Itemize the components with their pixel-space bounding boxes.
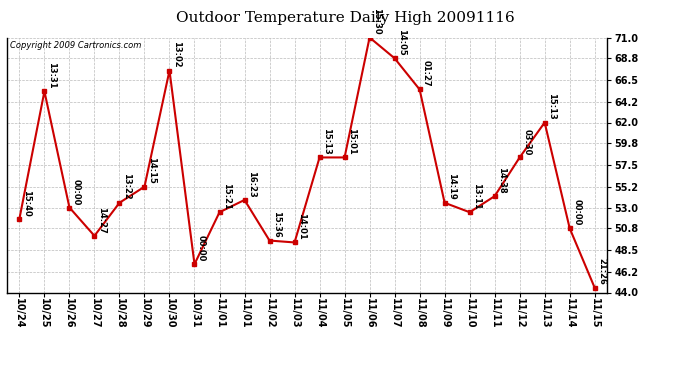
Text: 03:30: 03:30 xyxy=(522,129,531,155)
Text: 15:13: 15:13 xyxy=(322,128,331,155)
Text: 15:36: 15:36 xyxy=(272,211,281,238)
Text: 13:02: 13:02 xyxy=(172,41,181,68)
Text: 00:00: 00:00 xyxy=(72,178,81,205)
Text: 14:27: 14:27 xyxy=(97,207,106,233)
Text: 00:00: 00:00 xyxy=(197,235,206,262)
Text: 15:30: 15:30 xyxy=(372,8,381,35)
Text: 13:31: 13:31 xyxy=(47,62,56,89)
Text: 14:05: 14:05 xyxy=(397,29,406,56)
Text: Outdoor Temperature Daily High 20091116: Outdoor Temperature Daily High 20091116 xyxy=(176,11,514,25)
Text: 14:19: 14:19 xyxy=(447,174,456,200)
Text: Copyright 2009 Cartronics.com: Copyright 2009 Cartronics.com xyxy=(10,41,141,50)
Text: 13:22: 13:22 xyxy=(122,174,131,200)
Text: 14:38: 14:38 xyxy=(497,167,506,194)
Text: 16:23: 16:23 xyxy=(247,171,256,197)
Text: 13:11: 13:11 xyxy=(472,183,481,210)
Text: 15:21: 15:21 xyxy=(222,183,231,210)
Text: 00:00: 00:00 xyxy=(572,200,581,226)
Text: 15:13: 15:13 xyxy=(547,93,556,120)
Text: 15:01: 15:01 xyxy=(347,128,356,155)
Text: 01:27: 01:27 xyxy=(422,60,431,87)
Text: 14:15: 14:15 xyxy=(147,157,156,184)
Text: 14:01: 14:01 xyxy=(297,213,306,240)
Text: 15:40: 15:40 xyxy=(22,189,31,216)
Text: 21:26: 21:26 xyxy=(598,258,607,285)
